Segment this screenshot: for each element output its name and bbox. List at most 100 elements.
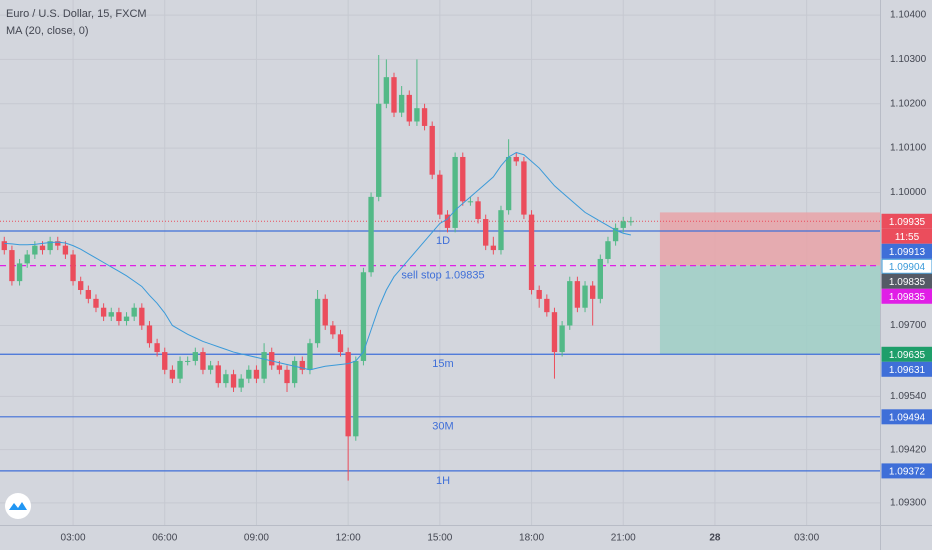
indicator-legend: MA (20, close, 0) — [6, 25, 89, 37]
candle-body — [551, 312, 558, 353]
candle-body — [337, 334, 344, 353]
candle-body — [521, 161, 527, 215]
candle-body — [230, 374, 237, 388]
candle-body — [269, 352, 275, 366]
level-label: 1H — [436, 475, 450, 487]
candle-body — [582, 285, 588, 308]
candle-body — [528, 214, 535, 290]
candle-body — [368, 196, 374, 273]
y-tick-label: 1.09420 — [890, 444, 927, 455]
candle-body — [223, 374, 229, 384]
candle-body — [467, 201, 474, 203]
level-label: 30M — [432, 421, 453, 433]
x-tick-label: 09:00 — [244, 533, 269, 544]
candle-body — [299, 360, 305, 370]
candle-body — [475, 201, 481, 220]
price-badge — [881, 463, 932, 479]
candle-body — [414, 108, 420, 122]
candle-body — [429, 125, 435, 175]
candle-body — [536, 289, 542, 299]
candle-body — [612, 227, 619, 242]
candle-body — [376, 103, 382, 197]
price-badge — [881, 346, 932, 362]
price-badge-label: 1.09372 — [889, 467, 926, 478]
candle-body — [24, 254, 30, 264]
x-tick-label: 18:00 — [519, 533, 544, 544]
candle-body — [9, 250, 15, 282]
candle-body — [131, 307, 137, 317]
y-tick-label: 1.10000 — [890, 187, 927, 198]
candle-body — [444, 214, 451, 228]
candle-body — [345, 352, 351, 437]
candle-body — [108, 312, 114, 317]
countdown-label: 11:55 — [895, 232, 920, 243]
y-tick-label: 1.10100 — [890, 143, 927, 154]
logo[interactable] — [5, 493, 31, 519]
candle-body — [498, 210, 504, 251]
candle-body — [261, 352, 267, 379]
candle-body — [55, 241, 61, 246]
y-tick-label: 1.10300 — [890, 54, 927, 65]
candle-body — [207, 365, 214, 370]
logo-circle[interactable] — [5, 493, 31, 519]
candle-body — [200, 352, 206, 370]
candle-body — [85, 289, 92, 299]
candle-body — [238, 378, 244, 388]
candle-body — [154, 343, 160, 353]
x-tick-label: 12:00 — [336, 533, 361, 544]
candle-body — [406, 94, 412, 122]
stop-zone — [659, 212, 880, 266]
axes: 1.10400 1.10300 1.10200 1.10100 1.10000 1.097… — [61, 10, 927, 544]
candle-body — [62, 245, 69, 255]
candle-body — [39, 245, 46, 251]
price-badge — [881, 361, 932, 377]
candle-body — [383, 77, 390, 104]
candle-body — [391, 77, 397, 113]
candle-body — [78, 281, 84, 290]
candle-body — [353, 360, 359, 437]
candle-body — [1, 241, 7, 251]
candle-body — [307, 343, 313, 370]
candle-body — [597, 258, 603, 299]
candle-body — [192, 352, 198, 361]
x-tick-label: 06:00 — [152, 533, 177, 544]
candle-body — [276, 365, 283, 370]
candle-body — [284, 369, 290, 384]
candle-body — [505, 156, 512, 211]
level-label: 1D — [436, 235, 450, 247]
price-badge — [881, 288, 932, 304]
candle-body — [421, 108, 428, 126]
candle-body — [490, 245, 497, 251]
price-badge-label: 1.09904 — [889, 262, 926, 273]
ma-line — [4, 151, 631, 371]
y-tick-label: 1.10200 — [890, 98, 927, 109]
candle-body — [291, 360, 298, 384]
logo-mark[interactable] — [9, 502, 27, 510]
candle-body — [590, 285, 596, 299]
candle-body — [620, 221, 626, 228]
candle-body — [169, 369, 176, 379]
candle-body — [437, 174, 443, 215]
chart-title: Euro / U.S. Dollar, 15, FXCM — [6, 8, 147, 20]
x-tick-label: 21:00 — [611, 533, 636, 544]
candle-body — [162, 352, 168, 370]
target-zone — [659, 265, 880, 355]
candle-body — [185, 360, 191, 362]
x-tick-label: 28 — [709, 533, 721, 544]
price-badge-label: 1.09835 — [889, 277, 926, 288]
price-badge-label: 1.09913 — [889, 247, 926, 258]
price-badge-label: 1.09835 — [889, 292, 926, 303]
x-tick-label: 03:00 — [794, 533, 819, 544]
candle-body — [246, 369, 252, 379]
price-badge-label: 1.09935 — [889, 217, 926, 228]
price-badge-label: 1.09635 — [889, 350, 926, 361]
candle-body — [32, 245, 38, 255]
candle-body — [605, 241, 611, 259]
candle-body — [360, 272, 367, 361]
candle-body — [330, 325, 336, 335]
x-tick-label: 15:00 — [427, 533, 452, 544]
candle-body — [460, 156, 466, 202]
candle-body — [628, 221, 634, 223]
candle-body — [139, 307, 145, 326]
